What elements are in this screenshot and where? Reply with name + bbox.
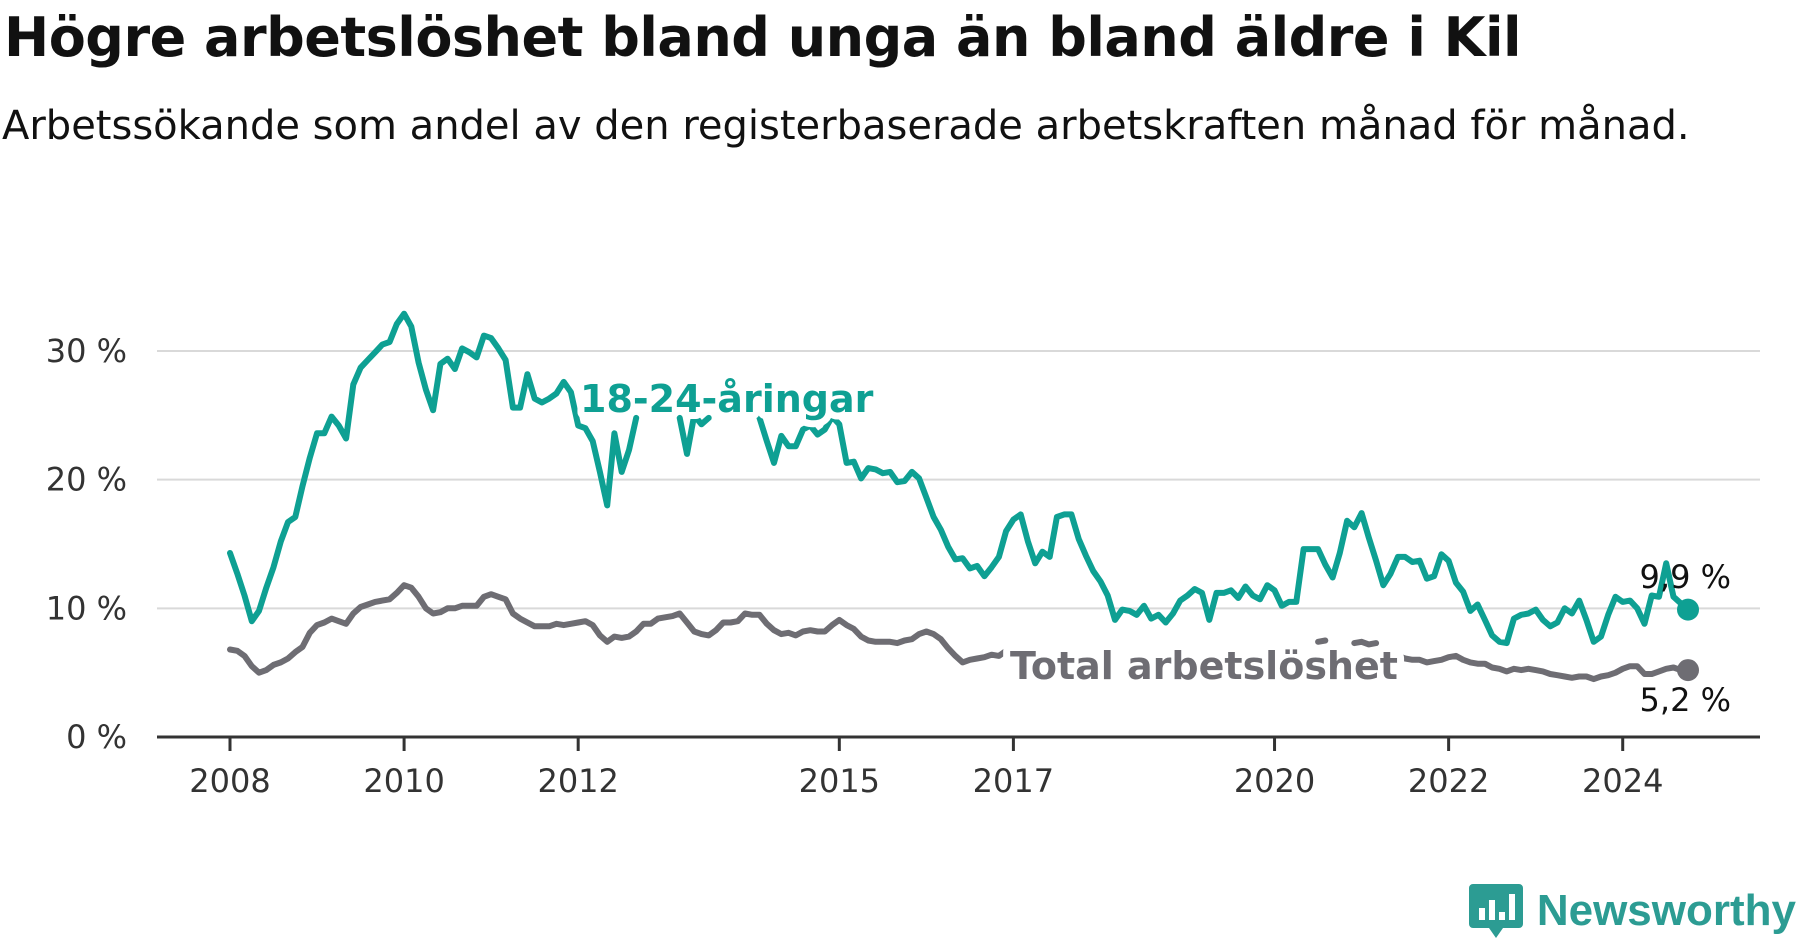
x-tick-label: 2017 bbox=[973, 762, 1054, 800]
end-value-youth: 9,9 % bbox=[1640, 558, 1731, 596]
end-value-total: 5,2 % bbox=[1640, 681, 1731, 719]
series-lines bbox=[227, 310, 1699, 683]
x-tick-label: 2015 bbox=[799, 762, 880, 800]
x-tick-label: 2024 bbox=[1582, 762, 1663, 800]
x-tick-label: 2010 bbox=[363, 762, 444, 800]
x-axis: 2008 2010 2012 2015 2017 2020 2022 2024 bbox=[157, 735, 1760, 800]
logo-text: Newsworthy bbox=[1536, 886, 1796, 935]
y-axis-tick-labels: 0 % 10 % 20 % 30 % bbox=[46, 332, 127, 756]
series-label-youth-halo: 18-24-åringar bbox=[580, 377, 874, 421]
y-tick-label: 10 % bbox=[46, 589, 127, 627]
series-label-total: Total arbetslöshet bbox=[1010, 644, 1398, 688]
end-point-youth bbox=[1677, 598, 1699, 621]
chart-title: Högre arbetslöshet bland unga än bland ä… bbox=[4, 6, 1522, 69]
series-line-youth bbox=[227, 310, 1691, 647]
series-label-youth: 18-24-åringar bbox=[580, 377, 874, 421]
x-tick-label: 2022 bbox=[1408, 762, 1489, 800]
end-point-total bbox=[1677, 659, 1699, 682]
x-tick-label: 2008 bbox=[189, 762, 270, 800]
y-tick-label: 20 % bbox=[46, 461, 127, 499]
y-tick-label: 30 % bbox=[46, 332, 127, 370]
x-tick-label: 2020 bbox=[1234, 762, 1315, 800]
series-label-total-halo: Total arbetslöshet bbox=[1010, 644, 1398, 688]
series-line-total bbox=[227, 582, 1691, 683]
y-tick-label: 0 % bbox=[66, 718, 127, 756]
chart-subtitle: Arbetssökande som andel av den registerb… bbox=[2, 103, 1690, 149]
gridlines bbox=[157, 350, 1760, 610]
newsworthy-logo: Newsworthy bbox=[1467, 880, 1796, 942]
newsworthy-logo-icon bbox=[1468, 884, 1523, 938]
x-tick-label: 2012 bbox=[537, 762, 618, 800]
